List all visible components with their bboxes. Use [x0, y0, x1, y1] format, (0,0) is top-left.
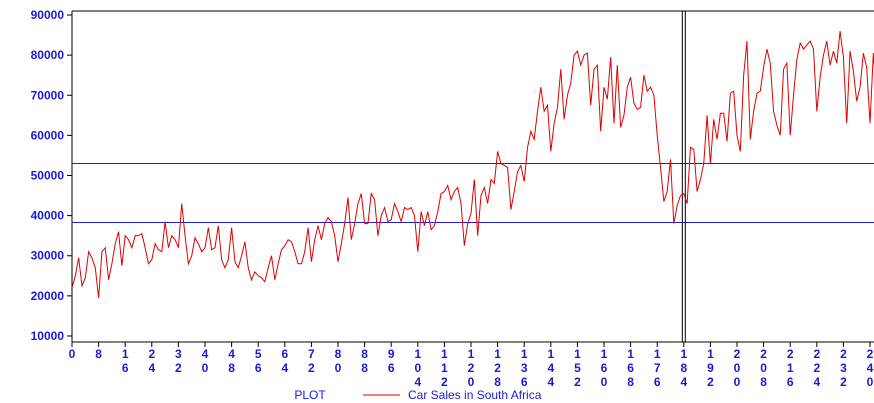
legend-label: Car Sales in South Africa	[408, 388, 542, 402]
y-tick-label: 30000	[31, 249, 65, 263]
y-tick-label: 20000	[31, 289, 65, 303]
y-tick-label: 60000	[31, 128, 65, 142]
y-tick-label: 10000	[31, 329, 65, 343]
legend-title: PLOT	[294, 388, 326, 402]
y-tick-label: 70000	[31, 88, 65, 102]
y-tick-label: 90000	[31, 8, 65, 22]
data-line	[71, 30, 874, 298]
y-tick-label: 50000	[31, 168, 65, 182]
y-tick-label: 40000	[31, 209, 65, 223]
y-tick-label: 80000	[31, 48, 65, 62]
x-tick-label: 8	[95, 347, 102, 361]
x-tick-label: 0	[69, 347, 76, 361]
